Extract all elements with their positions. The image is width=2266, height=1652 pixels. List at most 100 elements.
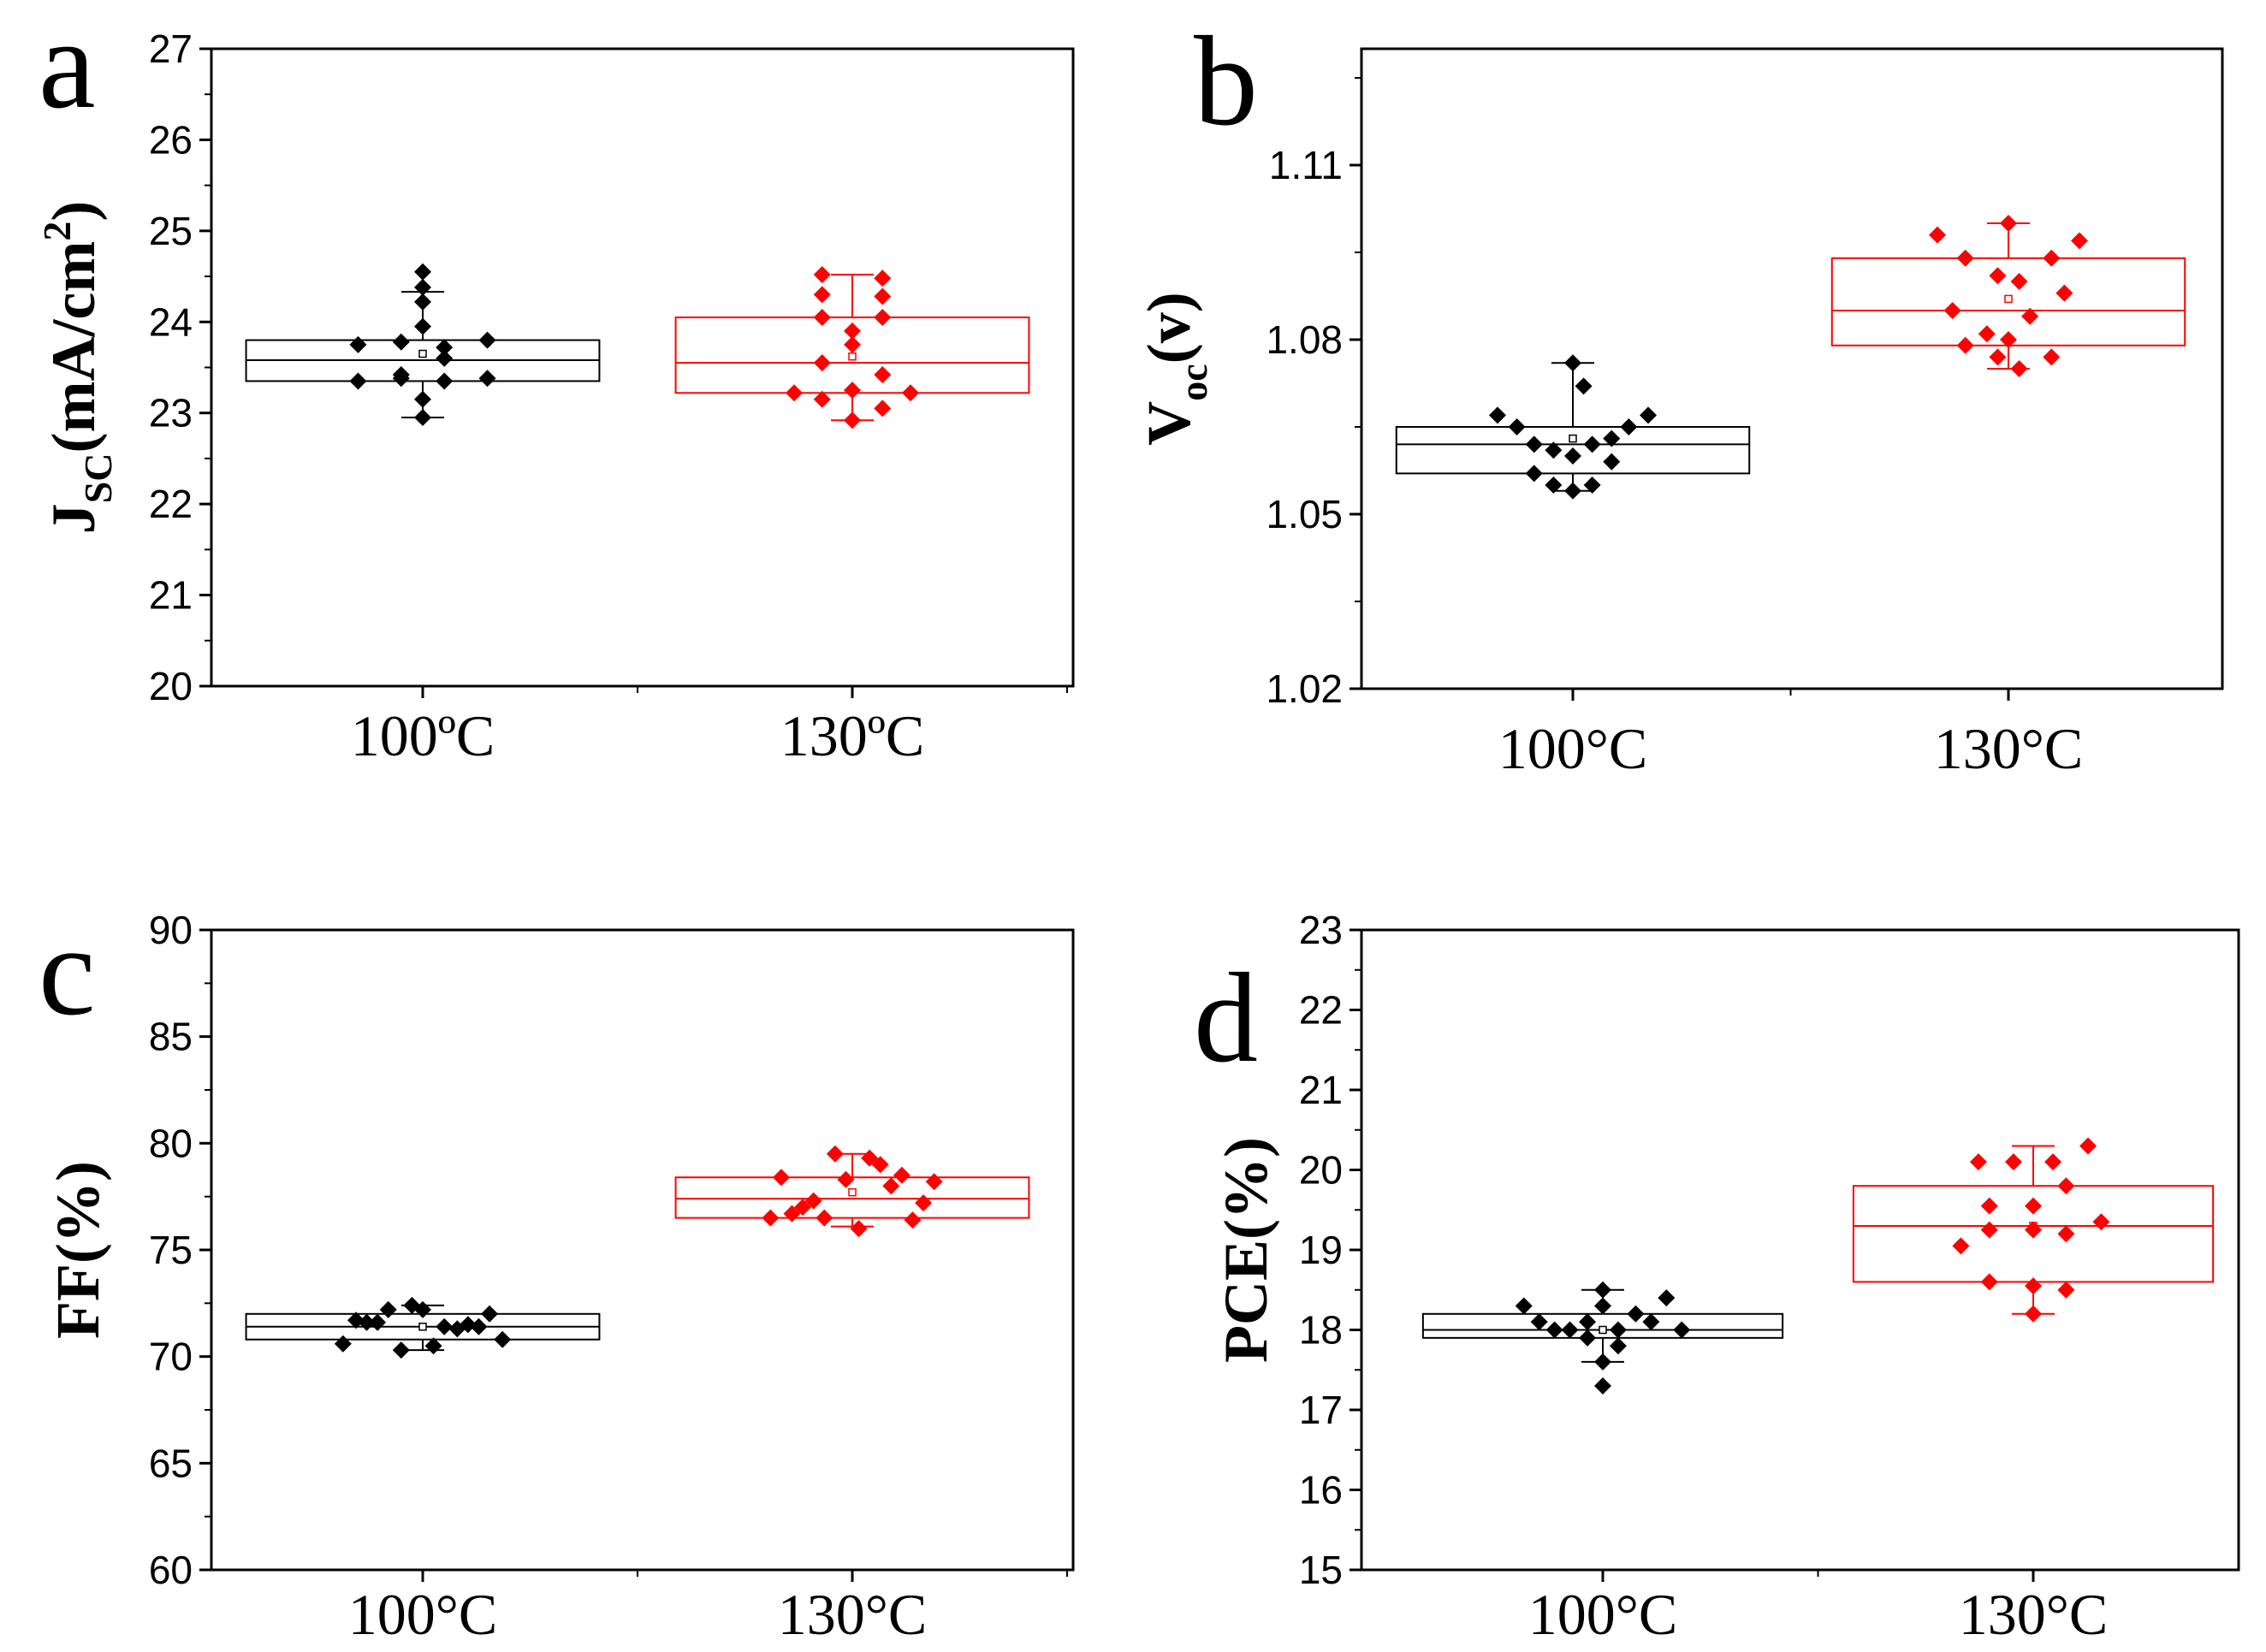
y-tick-label: 85: [149, 1015, 193, 1059]
y-axis-label-suffix: (mA/cm: [39, 241, 108, 453]
data-point: [1583, 435, 1601, 453]
data-point: [904, 1211, 922, 1229]
data-point: [1642, 1313, 1660, 1331]
y-tick-label: 75: [149, 1228, 193, 1272]
y-tick-label: 25: [149, 209, 193, 253]
data-point: [414, 263, 431, 281]
x-category-label: 100°C: [1498, 716, 1648, 781]
y-axis-label: PCE(%): [1212, 1137, 1280, 1363]
data-point: [1508, 418, 1526, 435]
chart-panel-b: b 1.02 1.05 1.08 1.11 100°C 130°C Voc(v): [1135, 10, 2224, 781]
data-point: [349, 372, 367, 390]
data-point: [1978, 325, 1996, 343]
axes-frame: [210, 928, 1075, 1572]
y-tick-label: 20: [149, 664, 193, 708]
data-point: [414, 1300, 431, 1318]
data-point: [1545, 477, 1563, 494]
data-point: [901, 384, 919, 402]
data-point: [772, 1169, 790, 1187]
data-point: [478, 331, 496, 349]
data-point: [2000, 331, 2017, 348]
chart-panel-d: d 15 16 17 18 19 20 21 22 23 100°C 130°C PCE(%): [1194, 908, 2240, 1647]
data-point: [1658, 1289, 1676, 1307]
y-tick-label: 22: [1299, 988, 1343, 1033]
data-point: [1603, 429, 1621, 447]
data-point: [871, 1156, 889, 1174]
y-tick-label: 20: [1299, 1148, 1343, 1193]
data-point: [816, 1209, 833, 1227]
data-point: [334, 1335, 352, 1353]
y-tick-label: 23: [1299, 908, 1343, 952]
y-tick-label: 22: [149, 482, 193, 526]
box: [1395, 426, 1751, 475]
data-point: [893, 1166, 911, 1184]
data-point: [1929, 226, 1947, 244]
data-point: [2021, 307, 2039, 325]
data-point: [2004, 1153, 2022, 1171]
data-point: [1564, 354, 1581, 372]
y-axis-label-main: J: [39, 503, 108, 534]
y-tick-label: 60: [149, 1548, 193, 1592]
data-point: [874, 366, 892, 384]
y-tick-label: 1.02: [1266, 666, 1343, 711]
data-point: [915, 1194, 933, 1212]
data-point: [392, 370, 410, 388]
data-point: [2010, 273, 2028, 290]
data-point: [2010, 360, 2028, 377]
data-point: [2000, 215, 2017, 232]
data-point: [2025, 1221, 2042, 1239]
data-point: [1545, 1321, 1563, 1339]
y-tick-label: 70: [149, 1335, 193, 1379]
data-point: [414, 317, 431, 335]
data-point: [844, 382, 861, 400]
series-100: [1395, 354, 1751, 500]
y-tick-label: 21: [1299, 1068, 1343, 1112]
data-point: [2057, 1177, 2075, 1195]
data-point: [1673, 1321, 1691, 1339]
y-tick-label: 1.05: [1266, 492, 1343, 536]
series-130: [1852, 1137, 2215, 1323]
data-point: [436, 349, 454, 367]
mean-marker: [848, 1187, 857, 1197]
y-axis-label: JSC(mA/cm2): [35, 201, 120, 535]
y-axis-label-sup: 2: [35, 222, 79, 241]
data-point: [2043, 348, 2061, 366]
data-point: [414, 390, 431, 408]
x-category-label: 100°C: [1528, 1582, 1678, 1647]
panel-letter: d: [1194, 947, 1258, 1089]
data-point: [1989, 267, 2007, 285]
x-category-label: 100°C: [348, 1582, 498, 1647]
data-point: [1564, 447, 1581, 465]
panel-letter: a: [39, 0, 96, 135]
y-tick-label: 1.08: [1266, 317, 1343, 362]
data-point: [861, 1149, 879, 1167]
data-point: [1594, 1377, 1611, 1394]
data-point: [813, 265, 831, 283]
data-point: [1989, 348, 2007, 366]
data-point: [424, 1337, 442, 1355]
mean-marker: [418, 1323, 427, 1331]
y-tick-label: 80: [149, 1121, 193, 1165]
data-point: [1603, 453, 1621, 471]
data-point: [925, 1173, 943, 1191]
series-100: [245, 263, 601, 427]
data-point: [2057, 1225, 2075, 1243]
data-point: [874, 287, 892, 305]
x-category-label: 130ºC: [780, 703, 924, 768]
data-point: [850, 1220, 868, 1238]
x-category-label: 130°C: [1934, 716, 2084, 781]
data-point: [1561, 1321, 1579, 1339]
data-point: [1627, 1305, 1645, 1323]
series-130: [674, 1145, 1030, 1238]
data-point: [2092, 1213, 2110, 1231]
y-axis-label-sub: oc: [1172, 364, 1215, 400]
data-point: [1530, 1313, 1548, 1331]
data-point: [436, 372, 454, 390]
data-point: [1620, 418, 1638, 435]
data-point: [874, 308, 892, 326]
data-point: [392, 1341, 410, 1359]
data-point: [844, 322, 861, 340]
data-point: [2025, 1277, 2042, 1295]
data-point: [470, 1317, 488, 1335]
